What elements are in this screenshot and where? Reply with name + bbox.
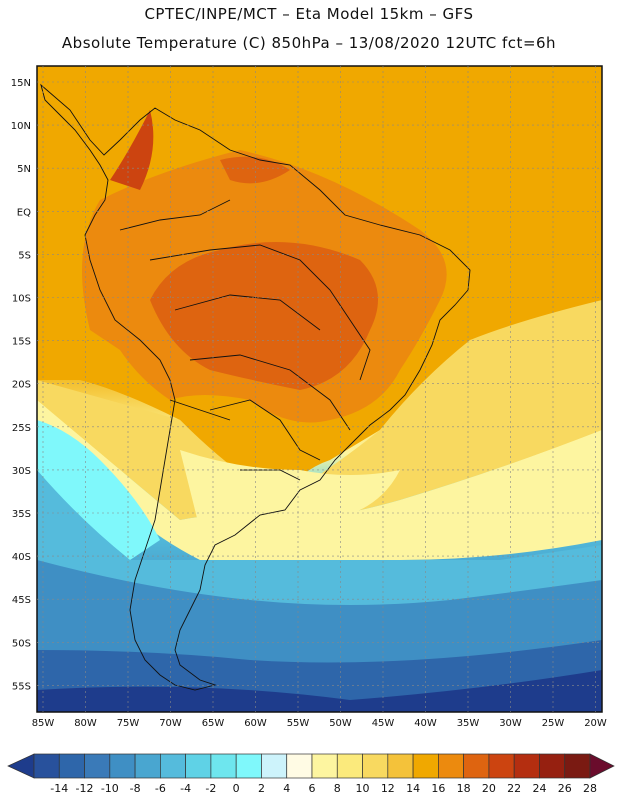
legend-arrow-right xyxy=(589,753,615,779)
legend-swatch xyxy=(33,753,60,779)
chart-subtitle: Absolute Temperature (C) 850hPa – 13/08/… xyxy=(61,34,557,52)
legend-label: -6 xyxy=(155,782,166,795)
legend-swatch xyxy=(463,753,490,779)
legend-label: 28 xyxy=(583,782,597,795)
lon-tick-label: 40W xyxy=(414,718,437,729)
lat-tick-label: 15N xyxy=(11,78,31,89)
legend-label: 16 xyxy=(431,782,445,795)
lat-tick-label: 55S xyxy=(12,681,31,692)
lon-tick-label: 45W xyxy=(372,718,395,729)
latitude-labels: 15N 10N 5N EQ 5S 10S 15S 20S 25S 30S 35S 40S 45S 50S 5… xyxy=(11,78,31,692)
legend-label: 2 xyxy=(258,782,265,795)
legend-swatch xyxy=(513,753,540,779)
legend-label: -4 xyxy=(180,782,191,795)
lon-tick-label: 80W xyxy=(74,718,97,729)
lat-tick-label: 5S xyxy=(18,250,31,261)
legend-swatch xyxy=(387,753,414,779)
lat-tick-label: EQ xyxy=(17,207,31,218)
legend-label: 10 xyxy=(356,782,370,795)
legend-swatch xyxy=(235,753,262,779)
lat-tick-label: 10S xyxy=(12,294,31,305)
legend-label: 26 xyxy=(558,782,572,795)
legend-label: 6 xyxy=(309,782,316,795)
legend-swatch xyxy=(311,753,338,779)
graticule xyxy=(37,66,602,712)
legend-label: 14 xyxy=(406,782,420,795)
legend-swatch xyxy=(261,753,288,779)
legend-label: -14 xyxy=(50,782,68,795)
lat-tick-label: 35S xyxy=(12,509,31,520)
legend-swatch xyxy=(336,753,363,779)
legend-label: 20 xyxy=(482,782,496,795)
lon-tick-label: 25W xyxy=(542,718,565,729)
lon-tick-label: 35W xyxy=(457,718,480,729)
legend-label: 18 xyxy=(457,782,471,795)
legend-swatch xyxy=(564,753,591,779)
lat-tick-label: 5N xyxy=(17,164,31,175)
lon-tick-label: 60W xyxy=(244,718,267,729)
legend-label: 12 xyxy=(381,782,395,795)
chart-title: CPTEC/INPE/MCT – Eta Model 15km – GFS xyxy=(144,5,474,23)
legend-arrow-left xyxy=(7,753,35,779)
lat-tick-label: 30S xyxy=(12,466,31,477)
lat-tick-label: 40S xyxy=(12,552,31,563)
color-scale-legend: -14 -12 -10 -8 -6 -4 -2 0 2 4 6 8 10 12 14 16 18 20 22 24 26… xyxy=(7,753,615,795)
lat-tick-label: 20S xyxy=(12,380,31,391)
lat-tick-label: 45S xyxy=(12,595,31,606)
legend-label: 22 xyxy=(507,782,521,795)
lon-tick-label: 85W xyxy=(32,718,55,729)
legend-swatch xyxy=(109,753,136,779)
longitude-labels: 85W 80W 75W 70W 65W 60W 55W 50W 45W 40W 35W 30W 25W 2… xyxy=(32,718,607,729)
legend-swatch xyxy=(488,753,515,779)
legend-swatch xyxy=(362,753,389,779)
lat-tick-label: 50S xyxy=(12,638,31,649)
lon-tick-label: 30W xyxy=(499,718,522,729)
legend-swatch xyxy=(438,753,464,779)
lat-tick-label: 25S xyxy=(12,423,31,434)
legend-swatch xyxy=(412,753,439,779)
legend-label: -10 xyxy=(101,782,119,795)
lat-tick-label: 15S xyxy=(12,337,31,348)
legend-swatch xyxy=(210,753,237,779)
legend-label: 4 xyxy=(283,782,290,795)
legend-label: 8 xyxy=(334,782,341,795)
legend-swatch xyxy=(185,753,212,779)
legend-label: -2 xyxy=(205,782,216,795)
legend-swatch xyxy=(539,753,566,779)
legend-swatch xyxy=(58,753,85,779)
lat-tick-label: 10N xyxy=(11,121,31,132)
temperature-field xyxy=(37,66,602,712)
legend-label: -8 xyxy=(130,782,141,795)
legend-swatch xyxy=(84,753,111,779)
legend-swatch xyxy=(160,753,186,779)
legend-label: 24 xyxy=(532,782,546,795)
lon-tick-label: 70W xyxy=(159,718,182,729)
lon-tick-label: 75W xyxy=(117,718,140,729)
lon-tick-label: 55W xyxy=(287,718,310,729)
lon-tick-label: 50W xyxy=(329,718,352,729)
lon-tick-label: 20W xyxy=(584,718,607,729)
legend-label: -12 xyxy=(76,782,94,795)
legend-swatch xyxy=(286,753,313,779)
legend-swatch xyxy=(134,753,161,779)
lon-tick-label: 65W xyxy=(202,718,225,729)
legend-label: 0 xyxy=(233,782,240,795)
map-frame xyxy=(36,65,603,713)
